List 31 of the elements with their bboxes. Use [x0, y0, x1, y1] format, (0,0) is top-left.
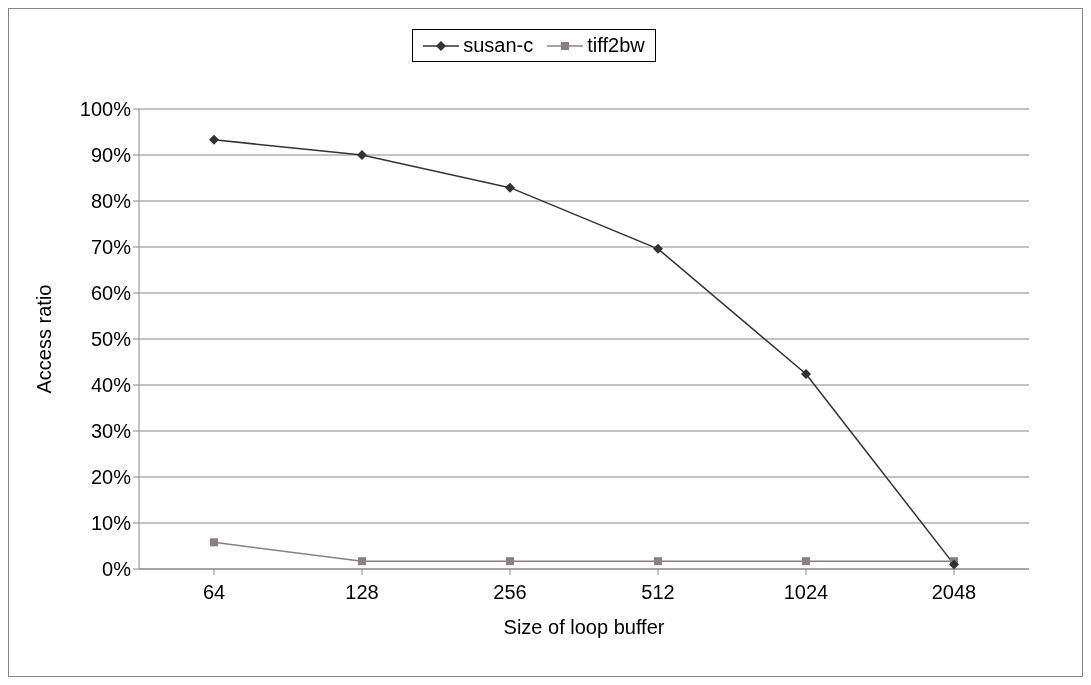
point [209, 134, 219, 145]
y-tick-label: 70% [90, 236, 132, 259]
x-tick-label: 256 [493, 581, 527, 604]
point [653, 243, 663, 254]
x-tick-label: 512 [641, 581, 675, 604]
y-tick-label: 0% [102, 558, 132, 581]
legend-label: tiff2bw [587, 34, 645, 57]
y-tick-label: 20% [90, 466, 132, 489]
y-tick-label: 50% [90, 328, 132, 351]
legend-label: susan-c [463, 34, 534, 57]
x-tick-label: 64 [202, 581, 226, 604]
point [802, 557, 810, 566]
point [357, 150, 367, 160]
y-tick-label: 40% [90, 374, 132, 397]
point [358, 557, 366, 566]
point [210, 538, 218, 547]
point [505, 182, 515, 193]
y-tick-label: 60% [90, 282, 132, 305]
y-tick-label: 10% [90, 512, 132, 535]
x-tick-label: 1024 [783, 581, 829, 604]
y-tick-label: 100% [79, 98, 132, 121]
y-tick-label: 90% [90, 144, 132, 167]
point [801, 368, 811, 379]
x-axis-title: Size of loop buffer [503, 616, 665, 638]
x-tick-label: 2048 [931, 581, 977, 604]
y-tick-label: 30% [90, 420, 132, 443]
y-tick-label: 80% [90, 190, 132, 213]
point [654, 557, 662, 566]
x-tick-label: 128 [345, 581, 379, 604]
point [506, 557, 514, 566]
y-axis-title: Access ratio [33, 284, 56, 394]
